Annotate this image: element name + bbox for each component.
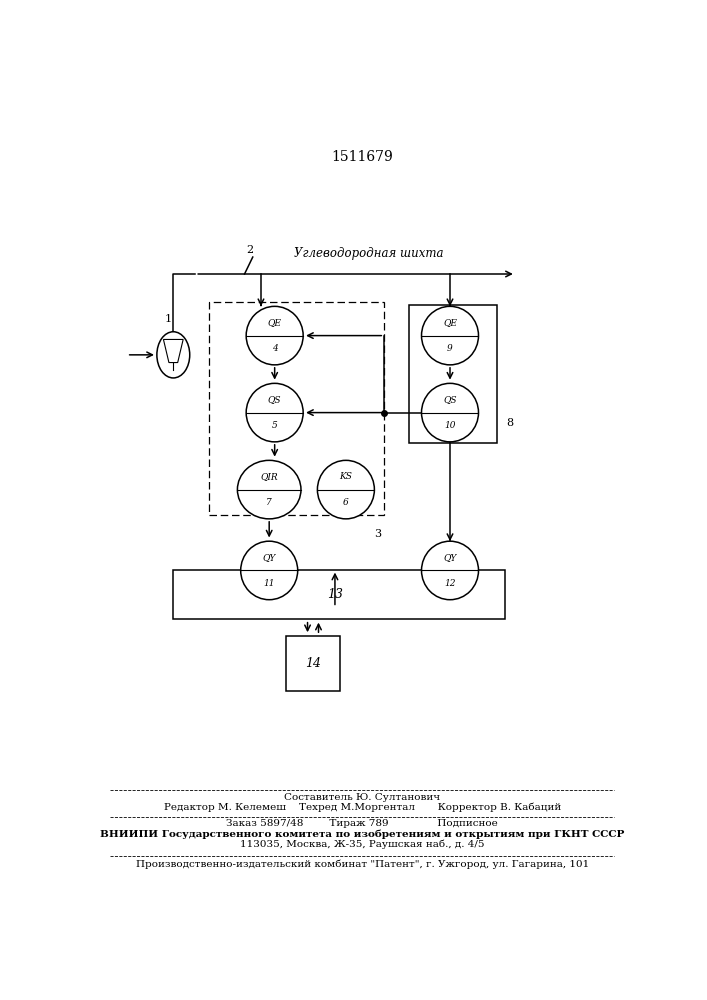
Polygon shape [163, 339, 183, 363]
Text: QE: QE [268, 318, 281, 327]
Text: Заказ 5897/48        Тираж 789               Подписное: Заказ 5897/48 Тираж 789 Подписное [226, 819, 498, 828]
Text: 2: 2 [247, 245, 254, 255]
Text: Производственно-издательский комбинат "Патент", г. Ужгород, ул. Гагарина, 101: Производственно-издательский комбинат "П… [136, 860, 589, 869]
Ellipse shape [240, 541, 298, 600]
Text: 14: 14 [305, 657, 321, 670]
Text: Редактор М. Келемеш    Техред М.Моргентал       Корректор В. Кабаций: Редактор М. Келемеш Техред М.Моргентал К… [164, 803, 561, 812]
Text: 12: 12 [444, 579, 456, 588]
Text: KS: KS [339, 472, 352, 481]
Bar [409, 305, 496, 443]
Text: 9: 9 [447, 344, 453, 353]
Text: 1: 1 [164, 314, 171, 324]
Text: 10: 10 [444, 421, 456, 430]
Text: 8: 8 [506, 418, 513, 428]
Text: QS: QS [443, 395, 457, 404]
Bar [286, 636, 341, 691]
Text: 13: 13 [327, 588, 343, 601]
Ellipse shape [317, 460, 375, 519]
Text: 7: 7 [267, 498, 272, 507]
Ellipse shape [421, 306, 479, 365]
Ellipse shape [246, 383, 303, 442]
Text: 113035, Москва, Ж-35, Раушская наб., д. 4/5: 113035, Москва, Ж-35, Раушская наб., д. … [240, 840, 484, 849]
Bar [173, 570, 505, 619]
Bar [209, 302, 385, 515]
Text: QY: QY [443, 553, 457, 562]
Text: 4: 4 [271, 344, 278, 353]
Ellipse shape [421, 383, 479, 442]
Text: QS: QS [268, 395, 281, 404]
Text: Углеводородная шихта: Углеводородная шихта [294, 247, 443, 260]
Ellipse shape [246, 306, 303, 365]
Text: QY: QY [262, 553, 276, 562]
Text: Составитель Ю. Султанович: Составитель Ю. Султанович [284, 793, 440, 802]
Text: ВНИИПИ Государственного комитета по изобретениям и открытиям при ГКНТ СССР: ВНИИПИ Государственного комитета по изоб… [100, 830, 624, 839]
Text: 5: 5 [271, 421, 278, 430]
Ellipse shape [238, 460, 301, 519]
Text: 6: 6 [343, 498, 349, 507]
Circle shape [157, 332, 189, 378]
Text: QIR: QIR [260, 472, 278, 481]
Text: 1511679: 1511679 [332, 150, 393, 164]
Ellipse shape [421, 541, 479, 600]
Text: 3: 3 [375, 529, 382, 539]
Text: 11: 11 [264, 579, 275, 588]
Text: QE: QE [443, 318, 457, 327]
